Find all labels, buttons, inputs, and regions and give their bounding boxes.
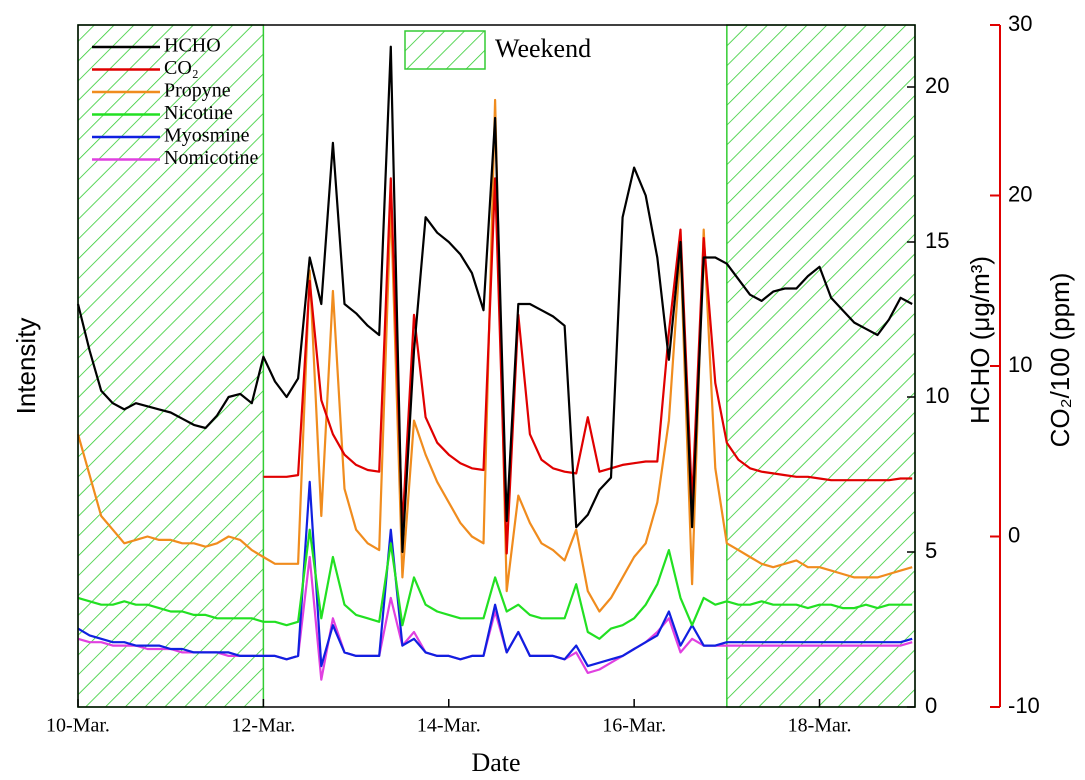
series-line <box>77 480 913 668</box>
legend-label: Nomicotine <box>164 147 259 169</box>
x-tick-label: 14-Mar. <box>417 715 481 737</box>
x-tick-label: 18-Mar. <box>788 715 852 737</box>
top-layer: 10-Mar. 12-Mar. 14-Mar. 16-Mar. 18-Mar. 0 5 10 1… <box>46 11 1040 737</box>
line-layer <box>76 45 913 681</box>
series-line <box>77 528 913 640</box>
weekend-legend-swatch <box>404 30 486 70</box>
x-axis-label: Date <box>471 748 520 777</box>
legend-label: Myosmine <box>164 125 250 147</box>
weekend-region <box>77 24 265 708</box>
y-axis-label: Intensity <box>11 318 41 415</box>
legend-label: HCHO <box>164 35 221 57</box>
x-tick-label: 10-Mar. <box>46 715 110 737</box>
y2-tick-label: 15 <box>925 228 949 253</box>
y3-axis-label: CO₂/100 (ppm) <box>1045 273 1075 448</box>
y3-tick-label: 0 <box>1008 522 1020 547</box>
y2-tick-label: 10 <box>925 383 949 408</box>
y3-tick-label: 10 <box>1008 352 1032 377</box>
x-tick-label: 12-Mar. <box>231 715 295 737</box>
x-tick-label: 16-Mar. <box>602 715 666 737</box>
y2-tick-label: 5 <box>925 538 937 563</box>
y2-tick-label: 20 <box>925 73 949 98</box>
series-line <box>76 45 913 554</box>
shade-layer <box>77 24 916 708</box>
weekend-region <box>726 24 916 708</box>
series-line <box>76 98 913 613</box>
y3-tick-label: -10 <box>1008 693 1040 718</box>
y3-tick-label: 20 <box>1008 181 1032 206</box>
weekend-legend-label: Weekend <box>495 34 591 63</box>
plot-frame <box>77 24 916 708</box>
series-line <box>263 177 913 555</box>
y2-axis-label: HCHO (μg/m³) <box>965 256 995 424</box>
y2-tick-label: 0 <box>925 693 937 718</box>
y3-tick-label: 30 <box>1008 11 1032 36</box>
legend-label: Propyne <box>164 80 231 102</box>
legend-label: Nicotine <box>164 102 233 124</box>
legend-label: CO₂ <box>164 57 199 79</box>
